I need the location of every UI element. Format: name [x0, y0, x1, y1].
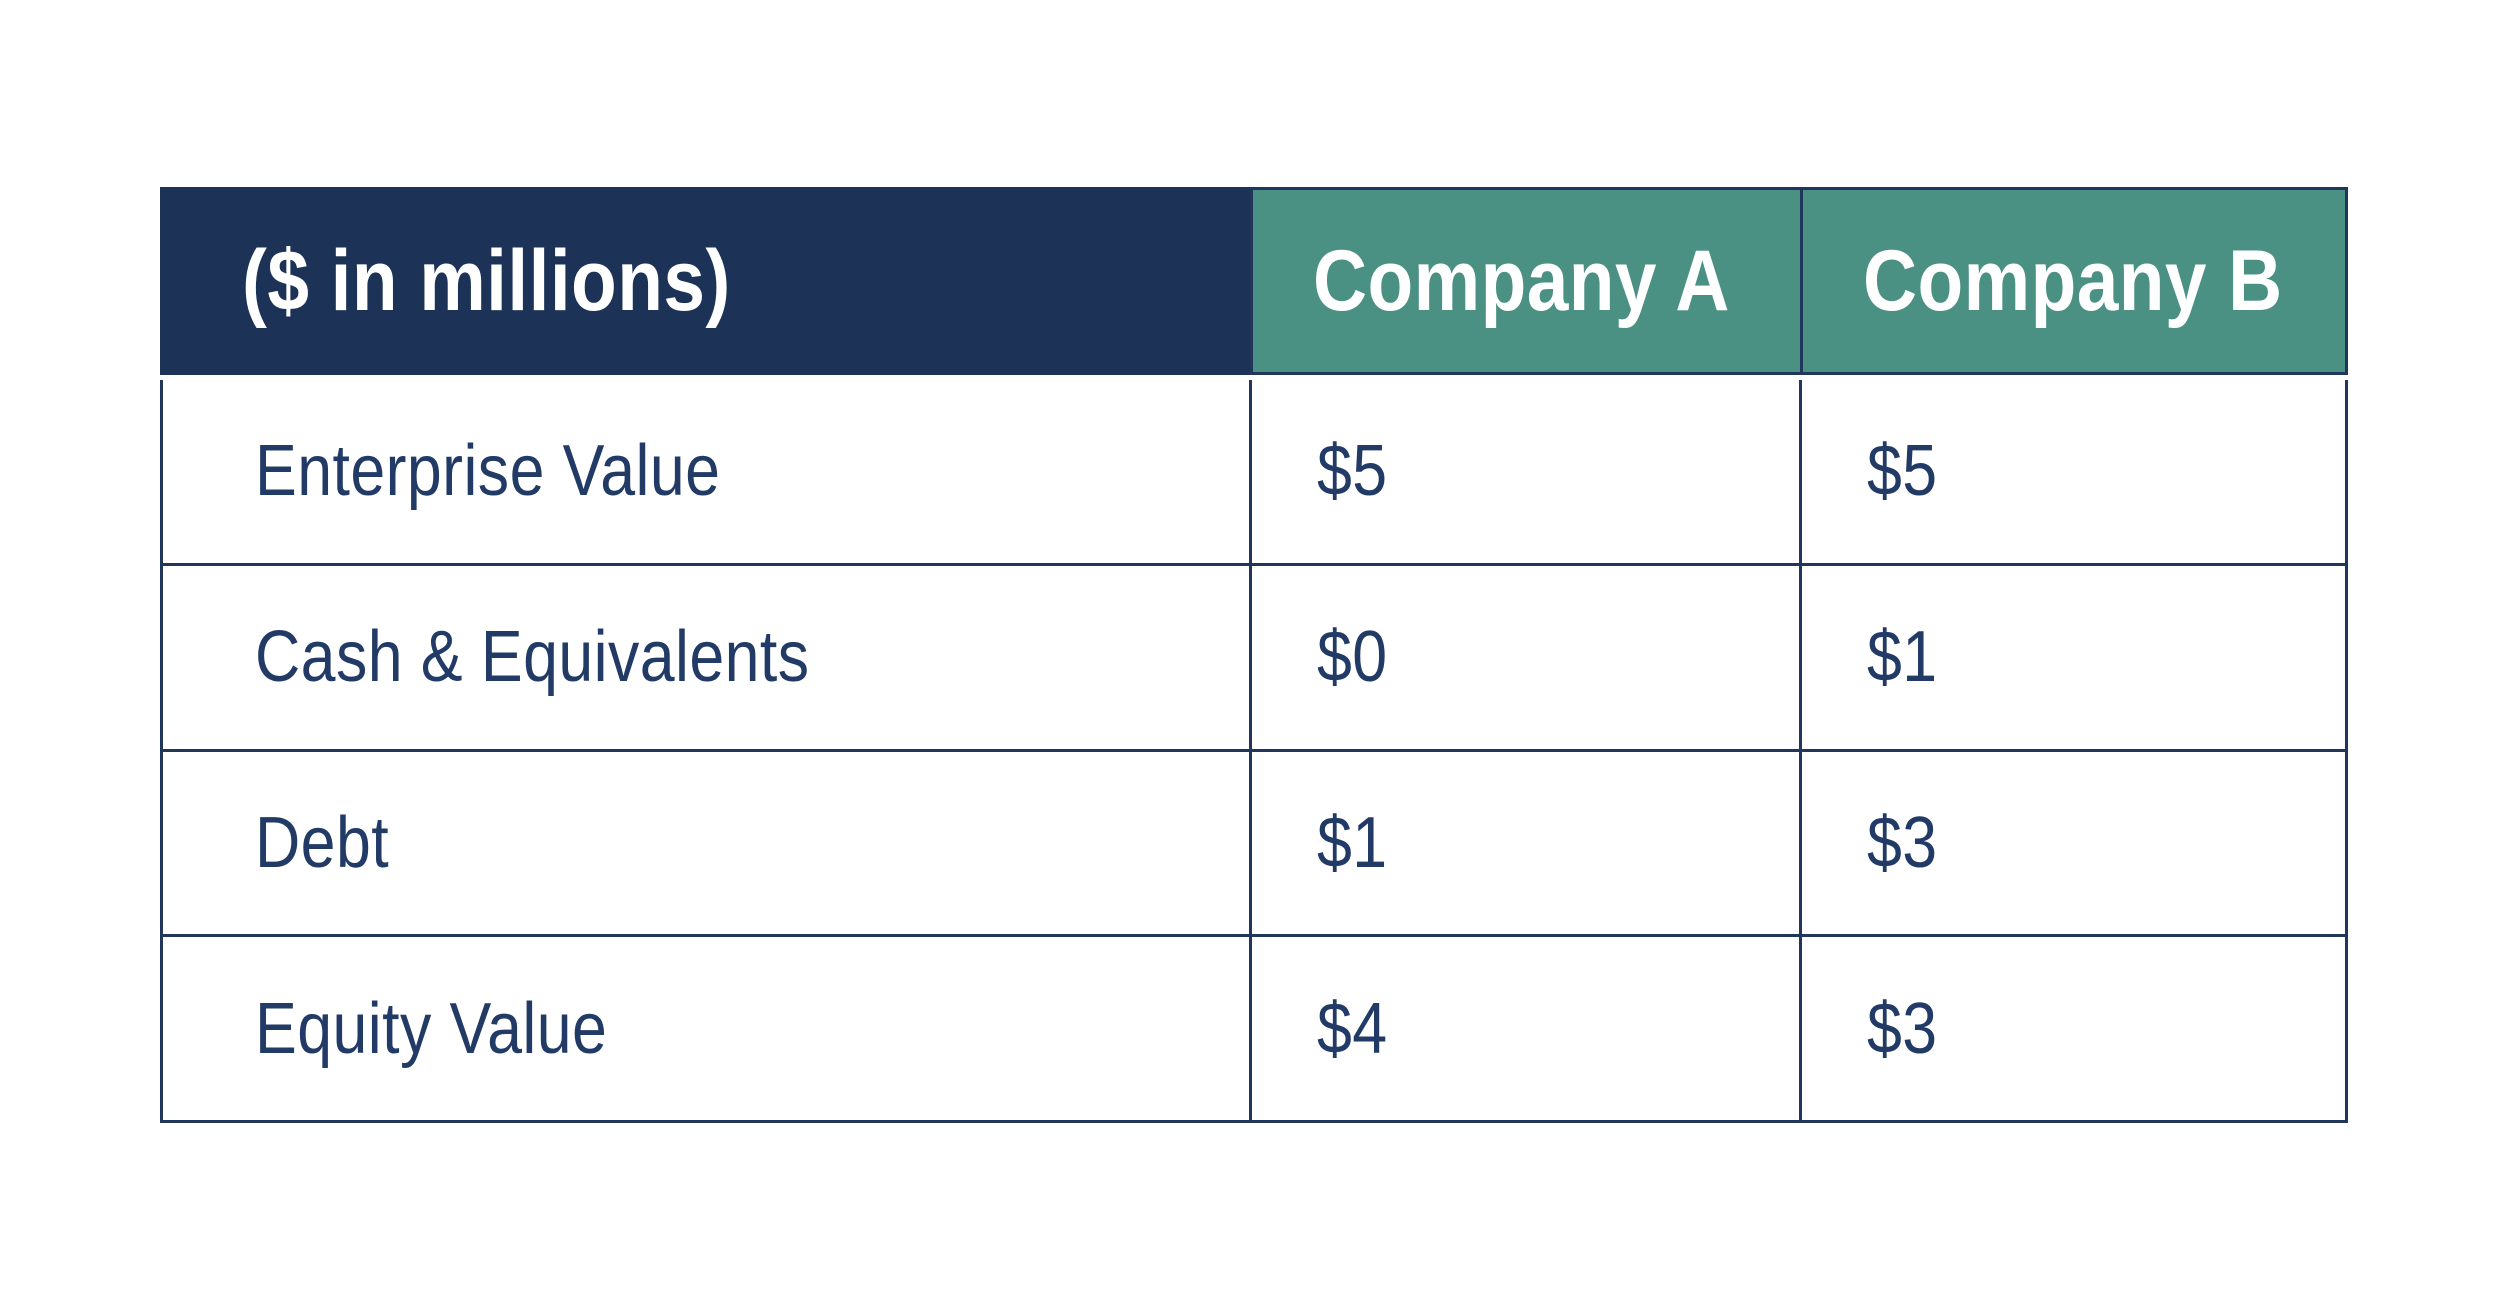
company-b-label: Company B [1862, 232, 2283, 329]
value-cell-company-a: $0 [1252, 565, 1802, 749]
cell-value: $0 [1317, 617, 1388, 698]
row-label: Enterprise Value [255, 431, 721, 512]
cell-value: $5 [1867, 431, 1938, 512]
row-label: Cash & Equivalents [255, 617, 810, 698]
row-label-cell: Cash & Equivalents [163, 565, 1252, 749]
table-row-enterprise-value: Enterprise Value $5 $5 [163, 380, 2345, 566]
row-label: Debt [255, 802, 390, 883]
cell-value: $1 [1317, 802, 1388, 883]
value-cell-company-b: $3 [1802, 752, 2345, 935]
value-cell-company-b: $5 [1802, 380, 2345, 563]
cell-value: $3 [1867, 802, 1938, 883]
units-header-label: ($ in millions) [242, 232, 731, 329]
value-cell-company-a: $5 [1252, 380, 1802, 563]
cell-value: $5 [1317, 431, 1388, 512]
value-cell-company-a: $1 [1252, 751, 1802, 935]
value-cell-company-b: $1 [1802, 566, 2345, 749]
financial-table: ($ in millions) Company A Company B Ente… [160, 187, 2348, 1123]
table-body: Enterprise Value $5 $5 Cash & Equivalent… [160, 380, 2348, 1123]
company-a-label: Company A [1313, 232, 1731, 329]
table-header-row: ($ in millions) Company A Company B [160, 187, 2348, 375]
row-label-cell: Enterprise Value [163, 380, 1252, 563]
row-label: Equity Value [255, 988, 608, 1069]
table-row-debt: Debt $1 $3 [163, 751, 2345, 938]
table-row-equity-value: Equity Value $4 $3 [163, 937, 2345, 1120]
column-header-company-b: Company B [1799, 187, 2348, 375]
value-cell-company-b: $3 [1802, 937, 2345, 1120]
cell-value: $4 [1317, 988, 1388, 1069]
cell-value: $1 [1867, 617, 1938, 698]
row-label-cell: Debt [163, 751, 1252, 935]
cell-value: $3 [1867, 988, 1938, 1069]
column-header-company-a: Company A [1250, 187, 1803, 375]
table-row-cash-equivalents: Cash & Equivalents $0 $1 [163, 565, 2345, 752]
row-label-cell: Equity Value [163, 937, 1252, 1120]
value-cell-company-a: $4 [1252, 937, 1802, 1120]
units-header-cell: ($ in millions) [160, 187, 1250, 375]
